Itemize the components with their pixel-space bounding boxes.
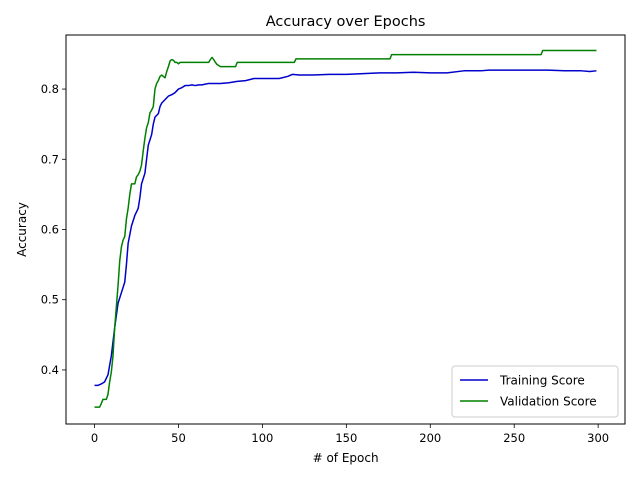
chart-title: Accuracy over Epochs xyxy=(266,14,426,30)
legend: Training Score Validation Score xyxy=(451,365,619,418)
x-tick-label: 50 xyxy=(171,431,186,445)
y-tick-label: 0.6 xyxy=(41,223,59,237)
y-tick-label: 0.8 xyxy=(41,82,59,96)
x-axis-ticks: 0 50 100 150 200 250 300 xyxy=(91,424,609,445)
x-tick-label: 250 xyxy=(503,431,525,445)
x-tick-label: 200 xyxy=(419,431,441,445)
x-tick-label: 300 xyxy=(587,431,609,445)
legend-label-training: Training Score xyxy=(499,374,585,388)
legend-box xyxy=(451,365,619,418)
y-axis-ticks: 0.4 0.5 0.6 0.7 0.8 xyxy=(41,82,66,377)
y-tick-label: 0.5 xyxy=(41,293,59,307)
plot-lines xyxy=(94,49,597,408)
series-line-validation-score xyxy=(94,49,597,408)
legend-label-validation: Validation Score xyxy=(500,395,597,409)
y-tick-label: 0.7 xyxy=(41,152,59,166)
x-tick-label: 0 xyxy=(91,431,98,445)
x-axis-label: # of Epoch xyxy=(313,451,379,465)
series-line-training-score xyxy=(94,69,597,387)
y-axis-label: Accuracy xyxy=(15,202,29,257)
x-tick-label: 100 xyxy=(251,431,273,445)
y-tick-label: 0.4 xyxy=(41,363,59,377)
x-tick-label: 150 xyxy=(335,431,357,445)
